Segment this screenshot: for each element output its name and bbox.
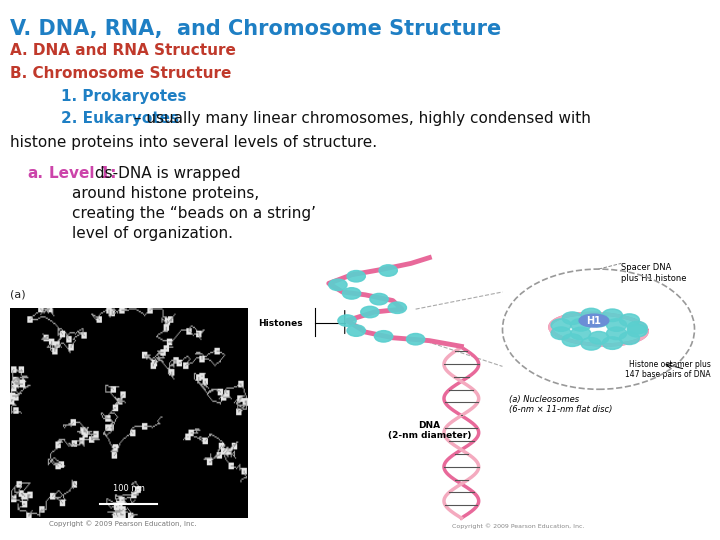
Text: Histone octamer plus
147 base pairs of DNA: Histone octamer plus 147 base pairs of D… <box>625 360 711 379</box>
Circle shape <box>562 334 582 347</box>
Text: level of organization.: level of organization. <box>72 226 233 241</box>
Circle shape <box>619 332 639 345</box>
Circle shape <box>347 271 365 282</box>
Circle shape <box>589 332 609 344</box>
Circle shape <box>627 325 647 337</box>
Circle shape <box>361 306 379 318</box>
Text: Histones: Histones <box>258 319 302 328</box>
Circle shape <box>551 319 571 332</box>
Circle shape <box>589 314 609 327</box>
Text: H1: H1 <box>587 315 601 326</box>
Text: (a) Nucleosomes
(6-nm × 11-nm flat disc): (a) Nucleosomes (6-nm × 11-nm flat disc) <box>509 395 613 414</box>
Text: 1. Prokaryotes: 1. Prokaryotes <box>61 89 186 104</box>
Text: A. DNA and RNA Structure: A. DNA and RNA Structure <box>10 43 236 58</box>
Text: 2. Eukaryotes: 2. Eukaryotes <box>61 111 179 126</box>
Text: histone proteins into several levels of structure.: histone proteins into several levels of … <box>10 135 377 150</box>
Circle shape <box>603 309 622 322</box>
Circle shape <box>562 312 582 325</box>
Text: DNA
(2-nm diameter): DNA (2-nm diameter) <box>387 421 471 440</box>
Circle shape <box>571 319 591 331</box>
Circle shape <box>329 279 347 291</box>
Circle shape <box>551 327 571 340</box>
Circle shape <box>343 288 361 299</box>
Circle shape <box>571 327 591 340</box>
Circle shape <box>379 265 397 276</box>
Circle shape <box>338 315 356 326</box>
Circle shape <box>606 319 626 332</box>
Text: a.: a. <box>27 166 43 181</box>
Text: 100 nm: 100 nm <box>113 484 145 493</box>
Ellipse shape <box>579 314 609 327</box>
Circle shape <box>581 338 601 350</box>
Text: ds-DNA is wrapped: ds-DNA is wrapped <box>91 166 241 181</box>
Text: B. Chromosome Structure: B. Chromosome Structure <box>10 66 231 81</box>
Text: Level 1:: Level 1: <box>49 166 117 181</box>
Circle shape <box>603 337 622 349</box>
Text: around histone proteins,: around histone proteins, <box>72 186 259 201</box>
Circle shape <box>388 302 407 313</box>
Text: V. DNA, RNA,  and Chromosome Structure: V. DNA, RNA, and Chromosome Structure <box>10 19 501 39</box>
Text: (a): (a) <box>10 289 26 300</box>
Circle shape <box>606 327 626 340</box>
Text: Copyright © 2009 Pearson Education, Inc.: Copyright © 2009 Pearson Education, Inc. <box>452 524 585 529</box>
Text: creating the “beads on a string’: creating the “beads on a string’ <box>72 206 316 221</box>
Circle shape <box>370 293 388 305</box>
Circle shape <box>581 308 601 321</box>
Circle shape <box>407 334 425 345</box>
Circle shape <box>374 330 393 342</box>
Text: Copyright © 2009 Pearson Education, Inc.: Copyright © 2009 Pearson Education, Inc. <box>48 521 197 527</box>
Circle shape <box>619 314 639 327</box>
Text: Spacer DNA
plus H1 histone: Spacer DNA plus H1 histone <box>621 264 687 283</box>
Text: – usually many linear chromosomes, highly condensed with: – usually many linear chromosomes, highl… <box>129 111 590 126</box>
Circle shape <box>347 325 365 336</box>
Circle shape <box>627 321 647 334</box>
